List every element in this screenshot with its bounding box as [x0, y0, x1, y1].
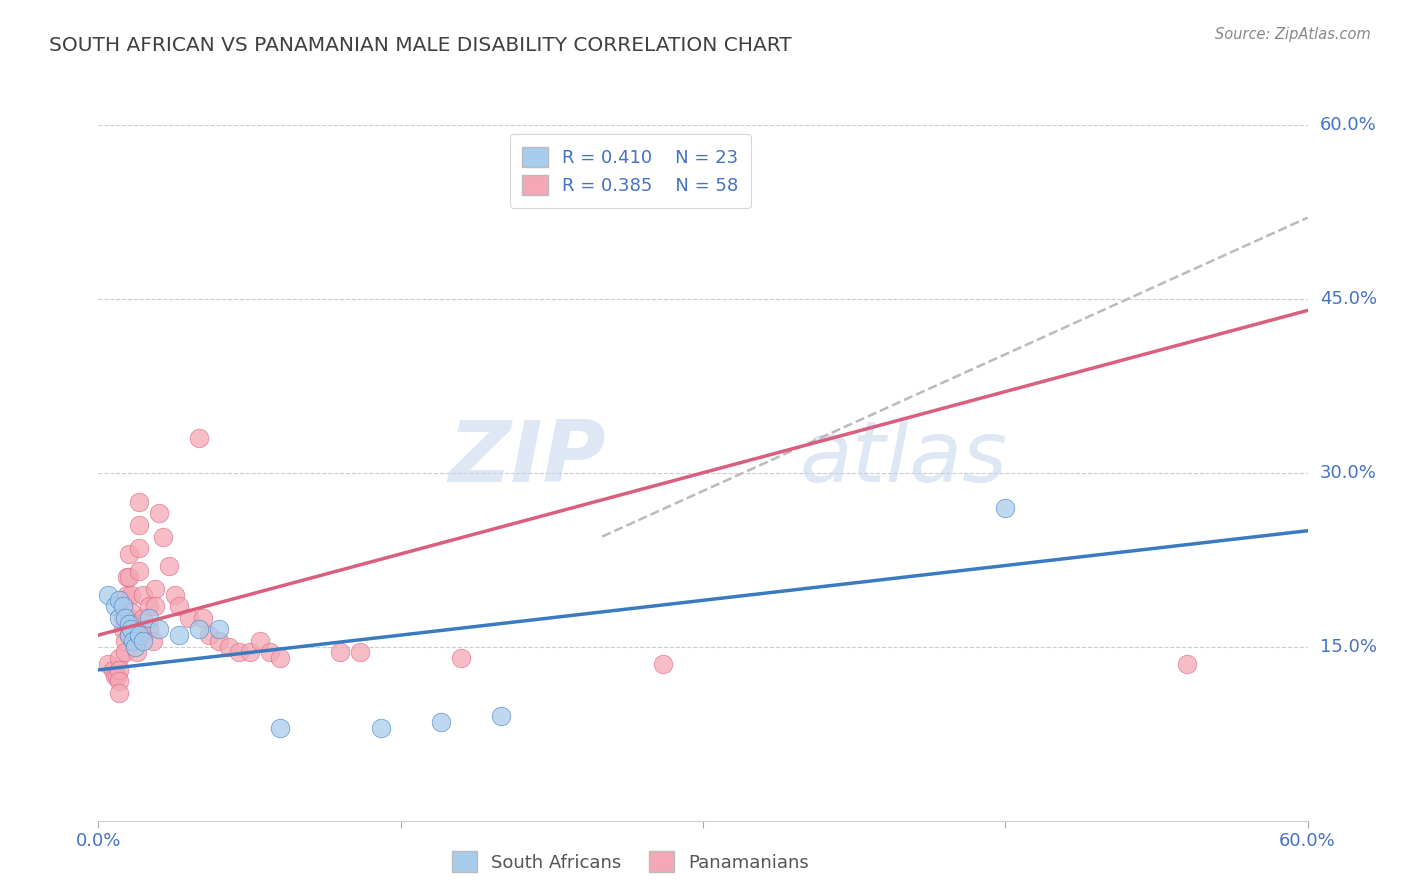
Point	[128, 494, 150, 508]
Point	[118, 610, 141, 624]
Text: Source: ZipAtlas.com: Source: ZipAtlas.com	[1215, 27, 1371, 42]
Point	[249, 633, 271, 648]
Point	[208, 623, 231, 637]
Point	[228, 646, 250, 660]
Point	[198, 628, 221, 642]
Point	[107, 674, 129, 689]
Point	[132, 633, 155, 648]
Point	[118, 628, 141, 642]
Point	[118, 547, 141, 561]
Point	[107, 610, 129, 624]
Point	[1175, 657, 1198, 671]
Point	[143, 599, 166, 614]
Point	[120, 605, 142, 619]
Point	[124, 623, 146, 637]
Point	[177, 610, 201, 624]
Text: atlas: atlas	[800, 417, 1008, 500]
Point	[114, 646, 136, 660]
Point	[128, 541, 150, 555]
Point	[430, 715, 453, 730]
Point	[651, 657, 673, 671]
Point	[103, 599, 125, 614]
Text: 30.0%: 30.0%	[1320, 464, 1376, 482]
Y-axis label: Male Disability: Male Disability	[0, 412, 8, 533]
Point	[193, 610, 215, 624]
Point	[118, 628, 141, 642]
Point	[163, 587, 186, 601]
Legend: South Africans, Panamanians: South Africans, Panamanians	[443, 842, 818, 881]
Text: 15.0%: 15.0%	[1320, 638, 1376, 656]
Point	[450, 651, 472, 665]
Point	[120, 623, 142, 637]
Point	[269, 721, 291, 735]
Point	[491, 709, 513, 723]
Point	[124, 633, 146, 648]
Point	[115, 570, 138, 584]
Point	[329, 646, 352, 660]
Point	[132, 628, 155, 642]
Point	[157, 558, 180, 573]
Point	[118, 570, 141, 584]
Text: 60.0%: 60.0%	[1320, 116, 1376, 134]
Point	[107, 593, 129, 607]
Point	[111, 599, 134, 614]
Point	[121, 616, 143, 631]
Point	[132, 587, 155, 601]
Point	[101, 663, 124, 677]
Point	[148, 623, 170, 637]
Point	[124, 640, 146, 654]
Point	[115, 587, 138, 601]
Point	[132, 610, 155, 624]
Point	[152, 529, 174, 543]
Point	[188, 431, 211, 445]
Point	[111, 610, 134, 624]
Point	[125, 646, 148, 660]
Point	[107, 686, 129, 700]
Point	[218, 640, 240, 654]
Point	[128, 517, 150, 532]
Point	[97, 657, 120, 671]
Point	[114, 633, 136, 648]
Point	[142, 633, 165, 648]
Point	[138, 623, 160, 637]
Point	[269, 651, 291, 665]
Point	[259, 646, 281, 660]
Point	[349, 646, 371, 660]
Point	[128, 564, 150, 578]
Point	[107, 651, 129, 665]
Point	[167, 628, 190, 642]
Point	[111, 593, 134, 607]
Point	[121, 633, 143, 648]
Point	[188, 623, 211, 637]
Text: ZIP: ZIP	[449, 417, 606, 500]
Point	[105, 669, 128, 683]
Point	[239, 646, 262, 660]
Point	[143, 582, 166, 596]
Point	[208, 633, 231, 648]
Point	[120, 587, 142, 601]
Point	[111, 623, 134, 637]
Point	[138, 610, 160, 624]
Point	[370, 721, 392, 735]
Text: SOUTH AFRICAN VS PANAMANIAN MALE DISABILITY CORRELATION CHART: SOUTH AFRICAN VS PANAMANIAN MALE DISABIL…	[49, 36, 792, 54]
Point	[138, 599, 160, 614]
Point	[167, 599, 190, 614]
Point	[97, 587, 120, 601]
Point	[118, 616, 141, 631]
Text: 45.0%: 45.0%	[1320, 290, 1376, 308]
Point	[148, 506, 170, 520]
Point	[103, 669, 125, 683]
Point	[114, 610, 136, 624]
Point	[107, 663, 129, 677]
Point	[128, 628, 150, 642]
Point	[994, 500, 1017, 515]
